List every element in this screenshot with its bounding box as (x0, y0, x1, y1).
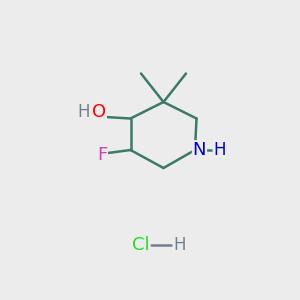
Text: H: H (174, 236, 186, 253)
Text: H: H (213, 141, 226, 159)
Text: F: F (97, 146, 107, 164)
Text: Cl: Cl (132, 236, 150, 253)
Text: H: H (78, 103, 90, 121)
Text: N: N (193, 141, 206, 159)
Text: O: O (92, 103, 106, 121)
